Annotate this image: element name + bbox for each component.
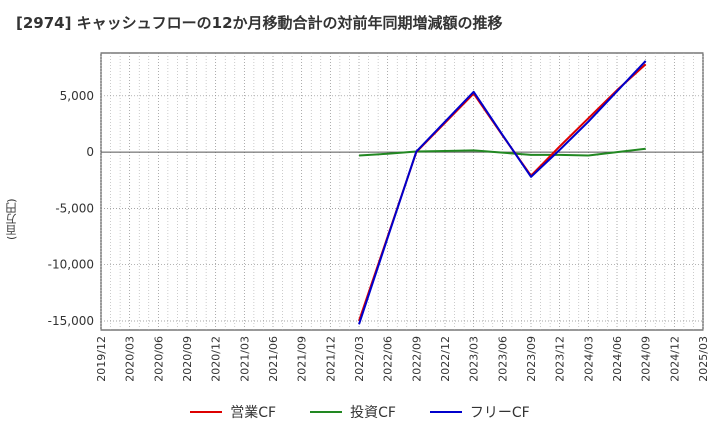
x-tick-label: 2022/09 (410, 336, 423, 382)
legend-swatch-investing-cf (310, 411, 343, 413)
x-tick-label: 2022/12 (439, 336, 452, 382)
chart-title: [2974] キャッシュフローの12か月移動合計の対前年同期増減額の推移 (16, 14, 503, 32)
legend-item-free-cf: フリーCF (429, 402, 530, 422)
y-tick-label: -5,000 (55, 201, 94, 215)
x-tick-label: 2020/12 (210, 336, 223, 382)
y-tick-label: 5,000 (60, 89, 94, 103)
series-line-free-cf (358, 60, 647, 325)
y-tick-label: -15,000 (48, 314, 94, 328)
legend-label-free-cf: フリーCF (469, 405, 530, 421)
x-tick-label: 2021/09 (296, 336, 309, 382)
legend-item-operating-cf: 営業CF (190, 402, 276, 422)
x-tick-label: 2019/12 (95, 336, 108, 382)
x-tick-label: 2025/03 (697, 336, 710, 382)
x-tick-label: 2024/03 (582, 336, 595, 382)
x-tick-label: 2020/06 (152, 336, 165, 382)
x-tick-label: 2020/09 (181, 336, 194, 382)
series-line-investing-cf (358, 147, 646, 157)
x-tick-label: 2024/12 (668, 336, 681, 382)
y-tick-label: 0 (86, 145, 94, 159)
legend-item-investing-cf: 投資CF (310, 402, 396, 422)
x-tick-label: 2022/06 (382, 336, 395, 382)
legend-label-operating-cf: 営業CF (230, 405, 277, 421)
legend-label-investing-cf: 投資CF (350, 405, 396, 421)
x-tick-label: 2022/03 (353, 336, 366, 382)
x-tick-label: 2021/06 (267, 336, 280, 382)
legend-swatch-free-cf (429, 411, 462, 413)
x-tick-label: 2024/06 (611, 336, 624, 382)
x-tick-label: 2023/09 (525, 336, 538, 382)
legend-swatch-operating-cf (190, 411, 223, 413)
x-tick-label: 2023/03 (468, 336, 481, 382)
x-tick-label: 2024/09 (640, 336, 653, 382)
legend: 営業CF 投資CF フリーCF (0, 402, 720, 422)
x-tick-label: 2020/03 (124, 336, 137, 382)
x-tick-label: 2021/12 (324, 336, 337, 382)
x-tick-label: 2023/12 (554, 336, 567, 382)
x-tick-label: 2023/06 (496, 336, 509, 382)
x-tick-label: 2021/03 (238, 336, 251, 382)
y-tick-label: -10,000 (48, 258, 94, 272)
